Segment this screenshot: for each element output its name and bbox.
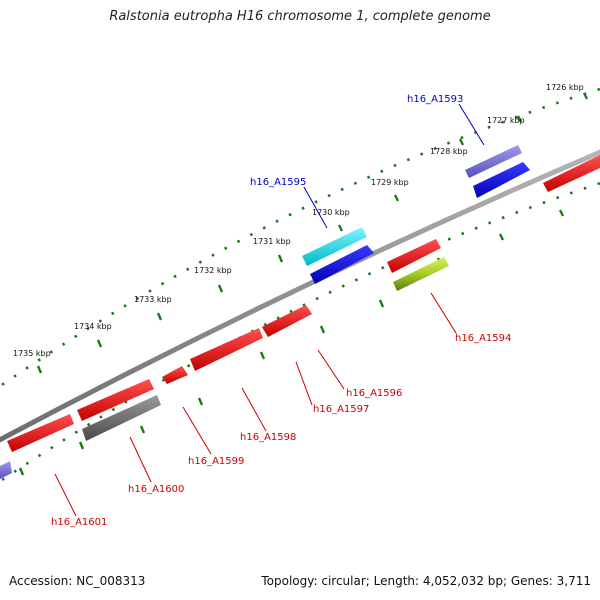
leader-h16-a1600	[129, 436, 152, 483]
gene-label-h16-a1593[interactable]: h16_A1593	[407, 94, 463, 105]
genome-stats-text: Topology: circular; Length: 4,052,032 bp…	[261, 574, 591, 588]
gene-labels: h16_A1593 h16_A1595 h16_A1594 h16_A1596 …	[51, 94, 511, 528]
gene-h16-a1593-cds[interactable]	[473, 162, 530, 198]
gene-h16-a1599-cds[interactable]	[77, 379, 154, 421]
gene-label-h16-a1594[interactable]: h16_A1594	[455, 333, 511, 344]
gene-label-h16-a1597[interactable]: h16_A1597	[313, 404, 369, 415]
tick-labels: 1726 kbp 1727 kbp 1728 kbp 1729 kbp 1730…	[13, 83, 584, 358]
gene-label-h16-a1599[interactable]: h16_A1599	[188, 456, 244, 467]
map-title: Ralstonia eutropha H16 chromosome 1, com…	[109, 9, 491, 24]
tick-label-1729: 1729 kbp	[371, 178, 409, 187]
major-ticks-outer	[36, 92, 589, 374]
reverse-genes	[7, 239, 449, 452]
gene-h16-a1598-cds[interactable]	[162, 366, 188, 384]
gene-h16-a1593-feature-top[interactable]	[465, 145, 522, 178]
accession-text: Accession: NC_008313	[9, 574, 146, 588]
gene-h16-a1601-cds[interactable]	[7, 414, 74, 452]
leader-h16-a1596	[317, 349, 345, 390]
tick-label-1732: 1732 kbp	[194, 266, 232, 275]
leader-h16-a1594	[430, 292, 457, 334]
tick-label-1734: 1734 kbp	[74, 322, 112, 331]
tick-label-1726: 1726 kbp	[546, 83, 584, 92]
gene-h16-a1595-feature-top[interactable]	[302, 227, 367, 266]
gene-h16-a1600-cds[interactable]	[82, 395, 161, 441]
gene-label-h16-a1601[interactable]: h16_A1601	[51, 517, 107, 528]
tick-label-1733: 1733 kbp	[134, 295, 172, 304]
tick-label-1730: 1730 kbp	[312, 208, 350, 217]
leader-h16-a1601	[54, 473, 77, 517]
leader-h16-a1598	[241, 387, 267, 432]
leader-h16-a1595	[303, 186, 328, 229]
tick-label-1728: 1728 kbp	[430, 147, 468, 156]
leader-h16-a1597	[295, 361, 313, 406]
gene-h16-a1596-cds[interactable]	[262, 305, 312, 337]
leader-h16-a1593	[458, 103, 485, 146]
label-leader-lines	[54, 103, 485, 517]
gene-label-h16-a1595[interactable]: h16_A1595	[250, 177, 306, 188]
gene-feature-fwd-far-right[interactable]	[543, 155, 600, 192]
gene-label-h16-a1598[interactable]: h16_A1598	[240, 432, 296, 443]
gene-h16-a1594-cds[interactable]	[393, 257, 449, 291]
tick-label-1727: 1727 kbp	[487, 116, 525, 125]
gene-label-h16-a1596[interactable]: h16_A1596	[346, 388, 402, 399]
gene-h16-a1595-cds[interactable]	[310, 245, 374, 284]
gene-h16-a1594-feature-top[interactable]	[387, 239, 441, 273]
chromosome-backbone	[0, 149, 600, 443]
gene-h16-a1597-cds[interactable]	[190, 328, 263, 371]
forward-genes	[0, 145, 600, 479]
gene-feature-fwd-far-left[interactable]	[0, 461, 12, 479]
gene-label-h16-a1600[interactable]: h16_A1600	[128, 484, 184, 495]
tick-label-1731: 1731 kbp	[253, 237, 291, 246]
leader-h16-a1599	[182, 406, 212, 455]
outer-tick-ring	[0, 87, 600, 388]
tick-label-1735: 1735 kbp	[13, 349, 51, 358]
